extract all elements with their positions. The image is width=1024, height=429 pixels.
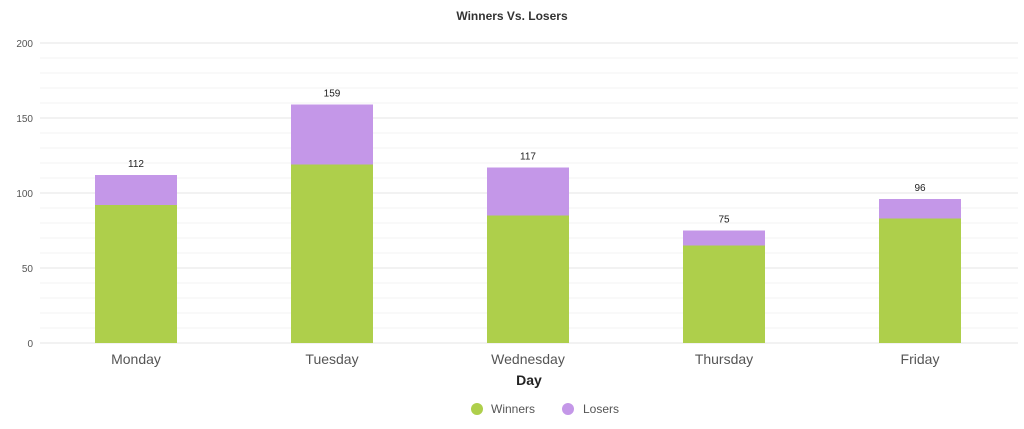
total-label-friday: 96 <box>914 183 926 194</box>
bar-losers-thursday[interactable] <box>683 230 765 246</box>
bar-winners-friday[interactable] <box>879 218 961 344</box>
y-tick-label: 150 <box>16 114 33 125</box>
bar-losers-wednesday[interactable] <box>487 167 569 216</box>
x-axis: Monday Tuesday Wednesday Thursday Friday <box>111 351 939 367</box>
x-axis-title: Day <box>516 372 542 388</box>
x-tick-label-thursday: Thursday <box>695 351 753 367</box>
total-labels: 112 159 117 75 96 <box>128 89 926 226</box>
grid <box>40 42 1018 344</box>
x-tick-label-monday: Monday <box>111 351 161 367</box>
bar-losers-monday[interactable] <box>95 175 177 205</box>
bar-losers-tuesday[interactable] <box>291 104 373 165</box>
legend-swatch-winners <box>471 403 483 415</box>
y-tick-label: 0 <box>27 339 33 350</box>
y-tick-label: 50 <box>22 264 34 275</box>
bar-winners-monday[interactable] <box>95 205 177 343</box>
y-axis: 0 50 100 150 200 <box>16 39 33 350</box>
chart-title: Winners Vs. Losers <box>456 9 568 23</box>
legend: Winners Losers <box>471 402 619 416</box>
y-tick-label: 100 <box>16 189 33 200</box>
y-tick-label: 200 <box>16 39 33 50</box>
legend-label-winners: Winners <box>491 402 535 416</box>
total-label-thursday: 75 <box>718 215 730 226</box>
bars <box>95 104 961 344</box>
x-tick-label-tuesday: Tuesday <box>305 351 358 367</box>
legend-label-losers: Losers <box>583 402 619 416</box>
bar-winners-tuesday[interactable] <box>291 164 373 344</box>
x-tick-label-wednesday: Wednesday <box>491 351 565 367</box>
legend-item-winners[interactable]: Winners <box>471 402 535 416</box>
bar-winners-wednesday[interactable] <box>487 215 569 344</box>
total-label-tuesday: 159 <box>324 89 341 100</box>
legend-swatch-losers <box>562 403 574 415</box>
total-label-monday: 112 <box>128 159 144 170</box>
x-tick-label-friday: Friday <box>901 351 940 367</box>
bar-losers-friday[interactable] <box>879 199 961 219</box>
total-label-wednesday: 117 <box>520 152 536 163</box>
bar-winners-thursday[interactable] <box>683 245 765 344</box>
legend-item-losers[interactable]: Losers <box>562 402 619 416</box>
